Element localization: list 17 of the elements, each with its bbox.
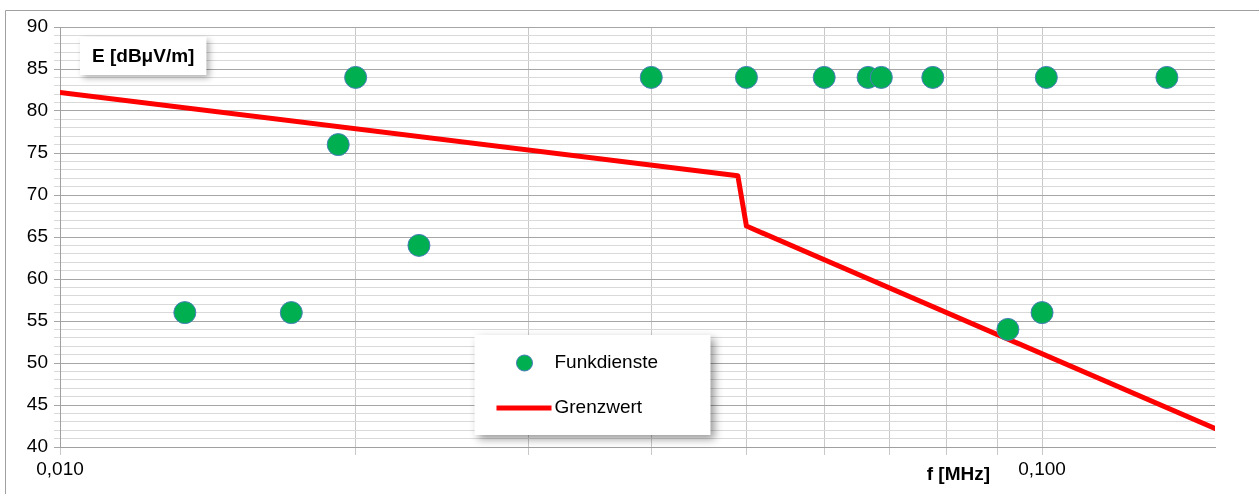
x-tick-label: 0,010	[36, 457, 84, 479]
y-tick-label: 40	[26, 435, 48, 457]
y-tick-label: 85	[26, 57, 48, 79]
x-axis-title: f [MHz]	[926, 463, 991, 485]
y-tick-label: 45	[26, 393, 48, 415]
legend-label: Funkdienste	[554, 351, 659, 373]
y-tick-label: 50	[26, 351, 48, 373]
y-tick-label: 55	[26, 309, 48, 331]
y-tick-label: 65	[26, 225, 48, 247]
y-tick-label: 60	[26, 267, 48, 289]
y-axis-title: E [dBμV/m]	[92, 45, 195, 67]
y-tick-label: 70	[26, 183, 48, 205]
y-tick-label: 90	[26, 15, 48, 37]
y-tick-label: 80	[26, 99, 48, 121]
y-tick-label: 75	[26, 141, 48, 163]
legend-label: Grenzwert	[554, 396, 643, 418]
x-tick-label: 0,100	[1018, 457, 1066, 479]
